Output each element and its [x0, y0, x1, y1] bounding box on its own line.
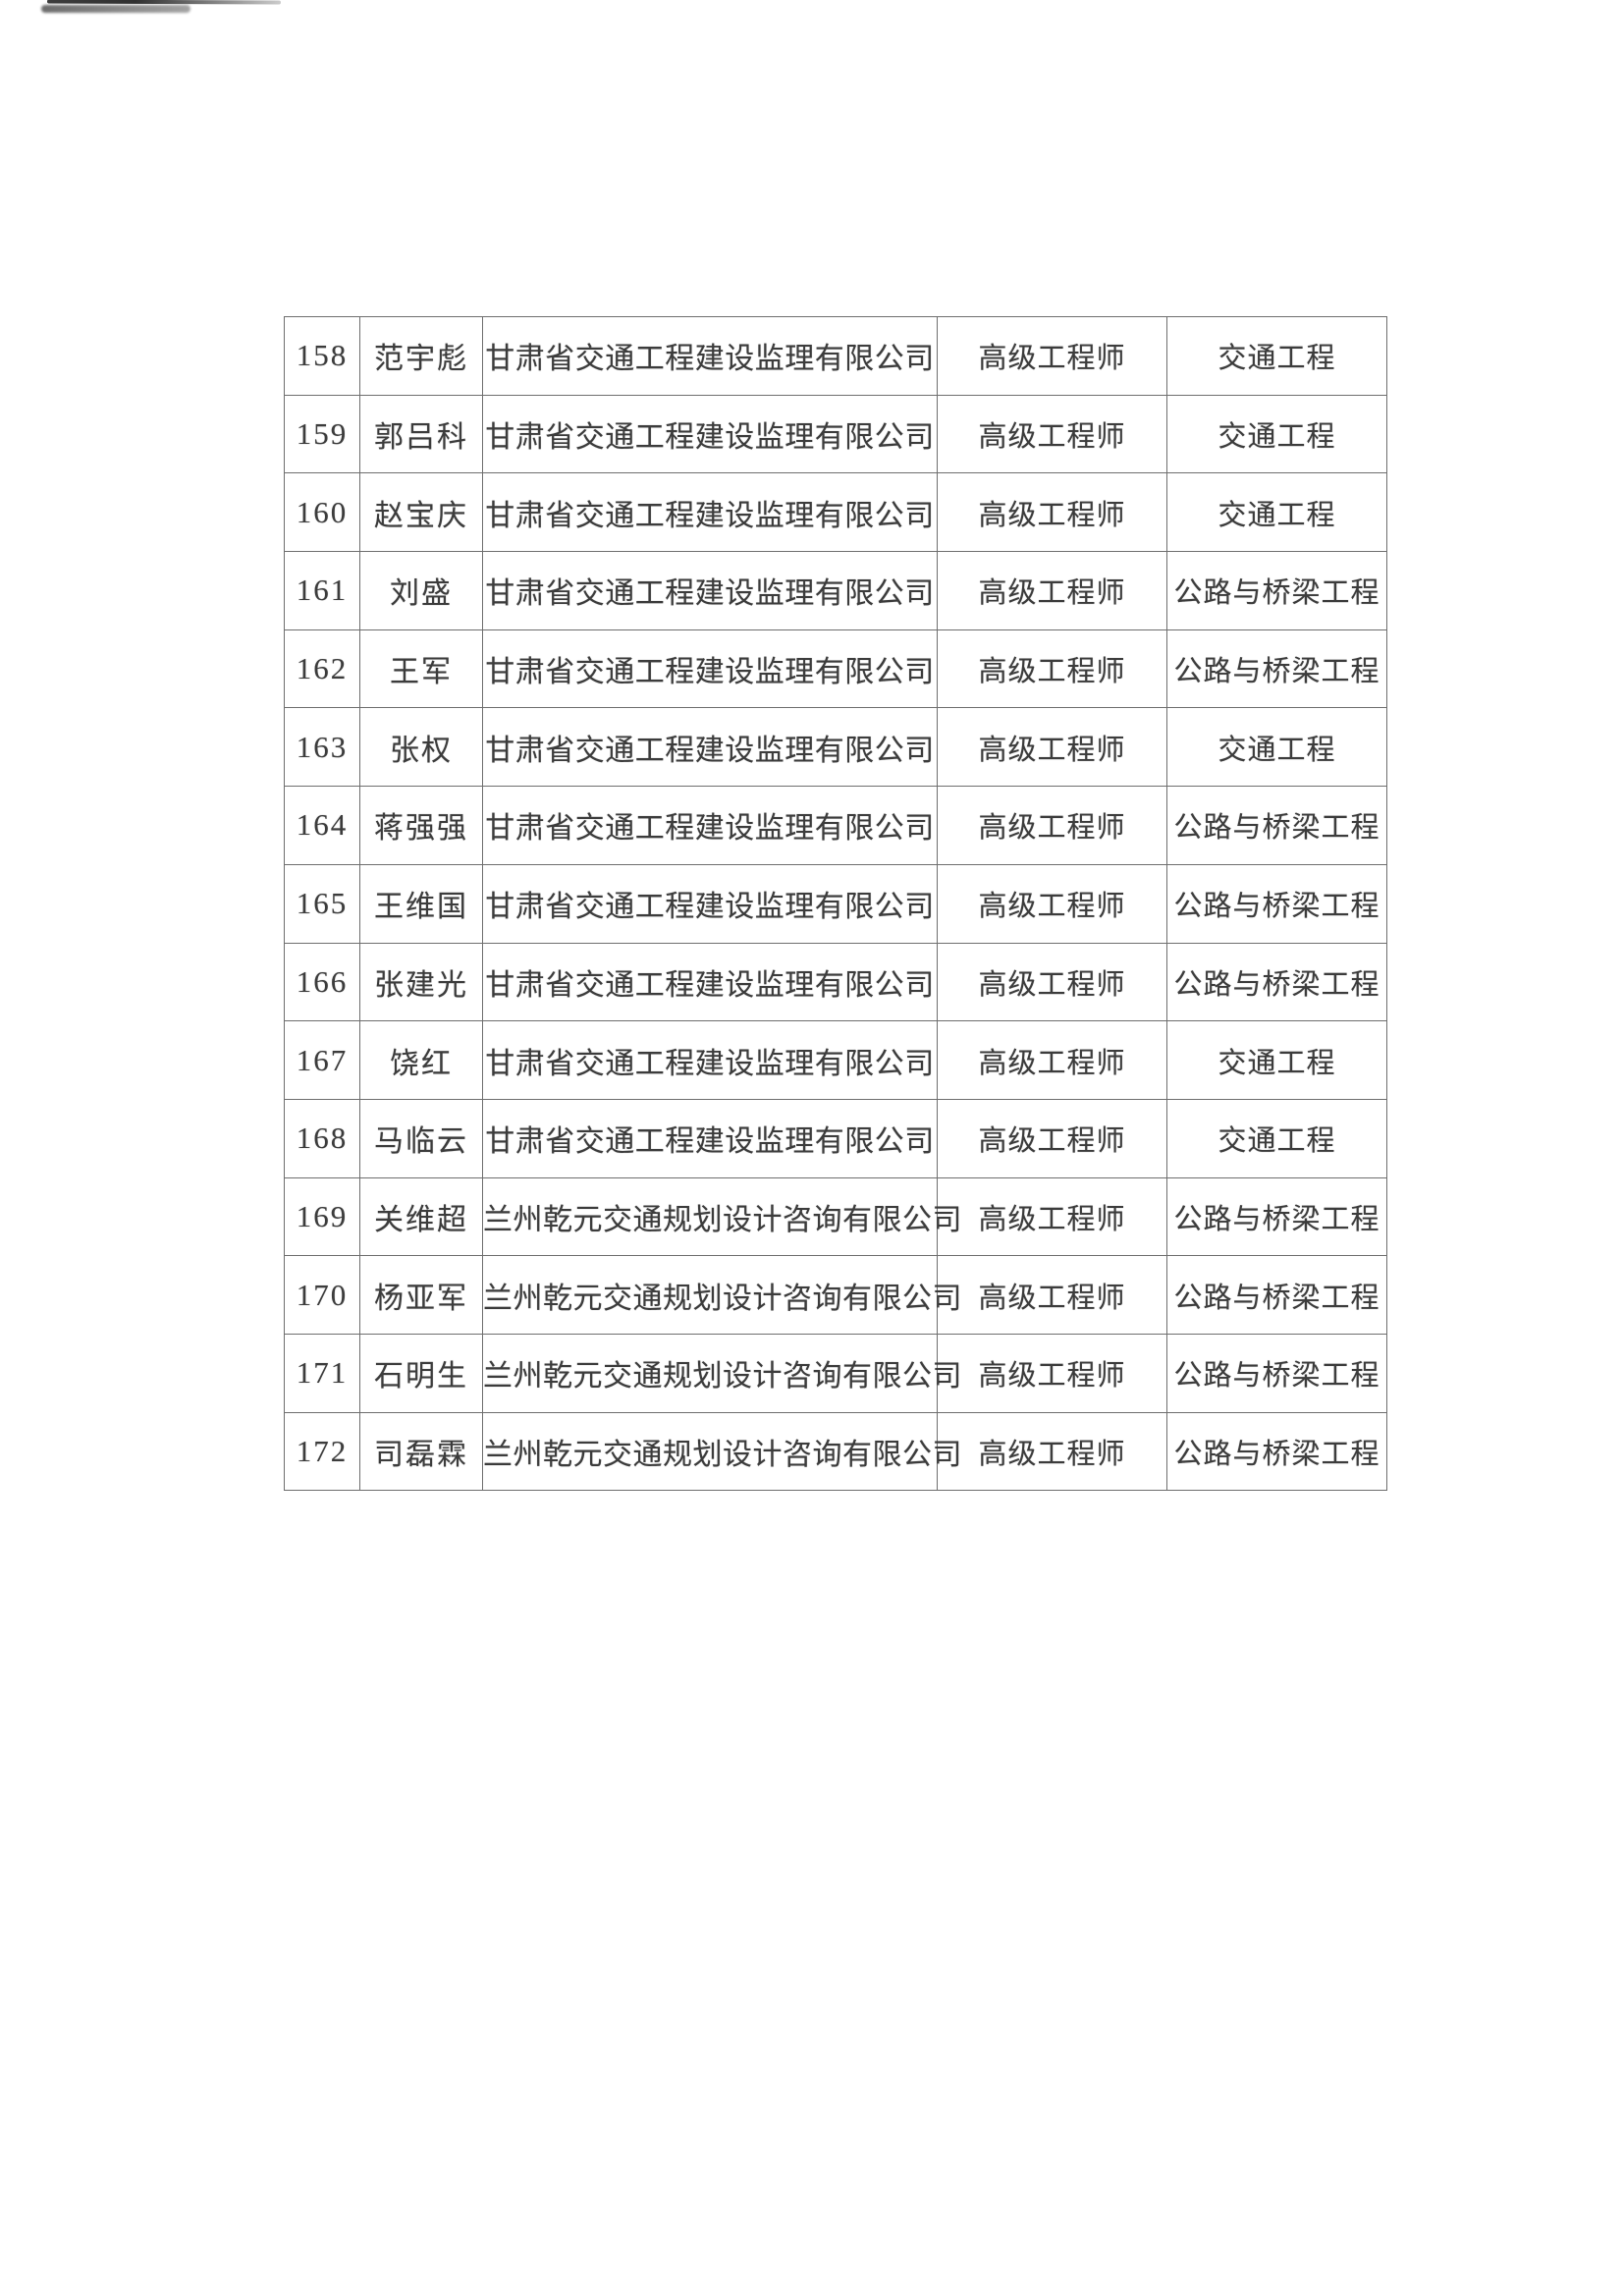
table-row: 164 蒋强强 甘肃省交通工程建设监理有限公司 高级工程师 公路与桥梁工程 — [284, 786, 1387, 865]
cell-company: 甘肃省交通工程建设监理有限公司 — [482, 629, 938, 709]
cell-specialty: 交通工程 — [1166, 1098, 1387, 1178]
scan-artifact-streak — [46, 0, 282, 5]
cell-number: 170 — [284, 1255, 360, 1335]
cell-specialty: 公路与桥梁工程 — [1166, 551, 1387, 630]
cell-company: 甘肃省交通工程建设监理有限公司 — [482, 1020, 938, 1100]
cell-title: 高级工程师 — [937, 1333, 1167, 1413]
table-row: 161 刘盛 甘肃省交通工程建设监理有限公司 高级工程师 公路与桥梁工程 — [284, 551, 1387, 630]
cell-name: 蒋强强 — [359, 786, 483, 865]
cell-company: 甘肃省交通工程建设监理有限公司 — [482, 786, 938, 865]
cell-number: 168 — [284, 1098, 360, 1178]
cell-title: 高级工程师 — [937, 472, 1167, 553]
cell-number: 158 — [284, 316, 360, 396]
cell-title: 高级工程师 — [937, 707, 1167, 788]
cell-specialty: 交通工程 — [1166, 1020, 1387, 1100]
cell-name: 王维国 — [359, 863, 483, 944]
cell-specialty: 公路与桥梁工程 — [1166, 1333, 1387, 1413]
cell-specialty: 公路与桥梁工程 — [1166, 786, 1387, 865]
cell-company: 甘肃省交通工程建设监理有限公司 — [482, 316, 938, 396]
table-row: 168 马临云 甘肃省交通工程建设监理有限公司 高级工程师 交通工程 — [284, 1098, 1387, 1178]
table-row: 158 范宇彪 甘肃省交通工程建设监理有限公司 高级工程师 交通工程 — [284, 316, 1387, 396]
cell-company: 甘肃省交通工程建设监理有限公司 — [482, 1098, 938, 1178]
cell-name: 刘盛 — [359, 551, 483, 630]
cell-company: 甘肃省交通工程建设监理有限公司 — [482, 472, 938, 553]
cell-specialty: 公路与桥梁工程 — [1166, 1176, 1387, 1257]
personnel-table: 158 范宇彪 甘肃省交通工程建设监理有限公司 高级工程师 交通工程 159 郭… — [284, 316, 1387, 1492]
cell-number: 172 — [284, 1411, 360, 1492]
table-row: 165 王维国 甘肃省交通工程建设监理有限公司 高级工程师 公路与桥梁工程 — [284, 863, 1387, 944]
cell-name: 饶红 — [359, 1020, 483, 1100]
cell-specialty: 公路与桥梁工程 — [1166, 1411, 1387, 1492]
cell-number: 169 — [284, 1176, 360, 1257]
cell-title: 高级工程师 — [937, 942, 1167, 1022]
cell-company: 甘肃省交通工程建设监理有限公司 — [482, 394, 938, 474]
cell-title: 高级工程师 — [937, 786, 1167, 865]
cell-name: 郭吕科 — [359, 394, 483, 474]
cell-name: 赵宝庆 — [359, 472, 483, 553]
personnel-table-body: 158 范宇彪 甘肃省交通工程建设监理有限公司 高级工程师 交通工程 159 郭… — [284, 316, 1387, 1492]
cell-company: 甘肃省交通工程建设监理有限公司 — [482, 707, 938, 788]
cell-number: 159 — [284, 394, 360, 474]
cell-title: 高级工程师 — [937, 1176, 1167, 1257]
cell-title: 高级工程师 — [937, 551, 1167, 630]
table-row: 169 关维超 兰州乾元交通规划设计咨询有限公司 高级工程师 公路与桥梁工程 — [284, 1176, 1387, 1257]
table-row: 172 司磊霖 兰州乾元交通规划设计咨询有限公司 高级工程师 公路与桥梁工程 — [284, 1411, 1387, 1492]
cell-name: 张权 — [359, 707, 483, 788]
cell-name: 马临云 — [359, 1098, 483, 1178]
cell-company: 甘肃省交通工程建设监理有限公司 — [482, 551, 938, 630]
cell-specialty: 交通工程 — [1166, 394, 1387, 474]
cell-number: 167 — [284, 1020, 360, 1100]
cell-title: 高级工程师 — [937, 629, 1167, 709]
cell-specialty: 公路与桥梁工程 — [1166, 942, 1387, 1022]
cell-specialty: 公路与桥梁工程 — [1166, 1255, 1387, 1335]
cell-number: 161 — [284, 551, 360, 630]
cell-company: 兰州乾元交通规划设计咨询有限公司 — [482, 1411, 962, 1492]
cell-name: 石明生 — [359, 1333, 483, 1413]
cell-name: 关维超 — [359, 1176, 483, 1257]
cell-title: 高级工程师 — [937, 1411, 1167, 1492]
cell-title: 高级工程师 — [937, 1255, 1167, 1335]
cell-number: 160 — [284, 472, 360, 553]
cell-number: 164 — [284, 786, 360, 865]
table-row: 163 张权 甘肃省交通工程建设监理有限公司 高级工程师 交通工程 — [284, 707, 1387, 788]
table-row: 160 赵宝庆 甘肃省交通工程建设监理有限公司 高级工程师 交通工程 — [284, 472, 1387, 553]
cell-number: 162 — [284, 629, 360, 709]
cell-number: 163 — [284, 707, 360, 788]
table-row: 167 饶红 甘肃省交通工程建设监理有限公司 高级工程师 交通工程 — [284, 1020, 1387, 1100]
table-row: 162 王军 甘肃省交通工程建设监理有限公司 高级工程师 公路与桥梁工程 — [284, 629, 1387, 709]
table-row: 170 杨亚军 兰州乾元交通规划设计咨询有限公司 高级工程师 公路与桥梁工程 — [284, 1255, 1387, 1335]
cell-number: 165 — [284, 863, 360, 944]
cell-title: 高级工程师 — [937, 863, 1167, 944]
cell-company: 兰州乾元交通规划设计咨询有限公司 — [482, 1333, 962, 1413]
cell-name: 杨亚军 — [359, 1255, 483, 1335]
cell-number: 171 — [284, 1333, 360, 1413]
cell-title: 高级工程师 — [937, 1098, 1167, 1178]
table-row: 159 郭吕科 甘肃省交通工程建设监理有限公司 高级工程师 交通工程 — [284, 394, 1387, 474]
cell-specialty: 公路与桥梁工程 — [1166, 863, 1387, 944]
cell-company: 甘肃省交通工程建设监理有限公司 — [482, 942, 938, 1022]
cell-specialty: 交通工程 — [1166, 472, 1387, 553]
cell-title: 高级工程师 — [937, 316, 1167, 396]
cell-company: 甘肃省交通工程建设监理有限公司 — [482, 863, 938, 944]
cell-specialty: 公路与桥梁工程 — [1166, 629, 1387, 709]
cell-name: 张建光 — [359, 942, 483, 1022]
cell-name: 王军 — [359, 629, 483, 709]
cell-company: 兰州乾元交通规划设计咨询有限公司 — [482, 1176, 962, 1257]
cell-number: 166 — [284, 942, 360, 1022]
cell-company: 兰州乾元交通规划设计咨询有限公司 — [482, 1255, 962, 1335]
cell-specialty: 交通工程 — [1166, 707, 1387, 788]
cell-name: 司磊霖 — [359, 1411, 483, 1492]
cell-specialty: 交通工程 — [1166, 316, 1387, 396]
table-row: 171 石明生 兰州乾元交通规划设计咨询有限公司 高级工程师 公路与桥梁工程 — [284, 1333, 1387, 1413]
table-row: 166 张建光 甘肃省交通工程建设监理有限公司 高级工程师 公路与桥梁工程 — [284, 942, 1387, 1022]
cell-title: 高级工程师 — [937, 394, 1167, 474]
cell-name: 范宇彪 — [359, 316, 483, 396]
scan-artifact-smudge — [41, 5, 190, 13]
cell-title: 高级工程师 — [937, 1020, 1167, 1100]
